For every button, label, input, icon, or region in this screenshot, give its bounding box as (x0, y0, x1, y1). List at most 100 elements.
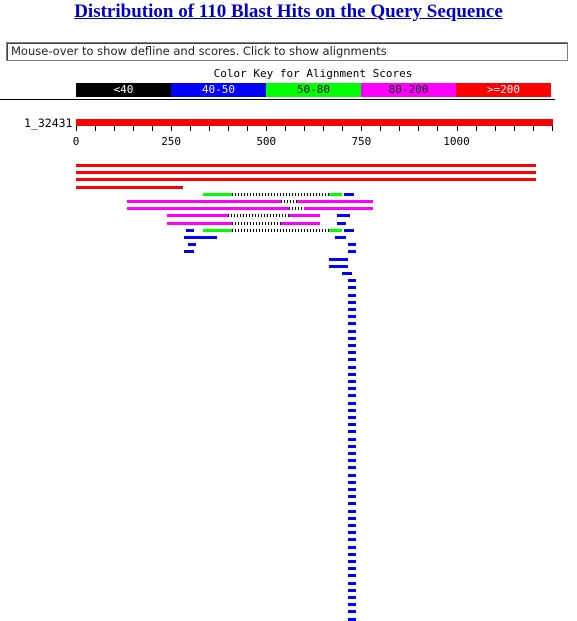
blast-hit-segment[interactable] (76, 164, 537, 167)
scale-tick (247, 126, 249, 131)
blast-hit-segment[interactable] (348, 481, 356, 484)
scale-label-250: 250 (161, 135, 182, 148)
page-title: Distribution of 110 Blast Hits on the Qu… (74, 1, 503, 22)
blast-hit-segment[interactable] (296, 200, 373, 203)
blast-hit-segment[interactable] (348, 366, 356, 369)
blast-hit-segment[interactable] (348, 560, 356, 563)
blast-hit-segment[interactable] (281, 222, 320, 225)
alignment-gap (228, 214, 290, 217)
blast-hit-segment[interactable] (203, 229, 232, 232)
blast-hit-segment[interactable] (348, 510, 356, 513)
blast-hit-segment[interactable] (203, 193, 232, 196)
scale-tick (532, 126, 534, 131)
color-key-title: Color Key for Alignment Scores (213, 67, 413, 80)
blast-hit-segment[interactable] (348, 409, 356, 412)
blast-hit-segment[interactable] (334, 236, 347, 239)
blast-hit-segment[interactable] (348, 337, 356, 340)
blast-hit-segment[interactable] (344, 229, 354, 232)
blast-hit-segment[interactable] (127, 200, 282, 203)
blast-hit-segment[interactable] (344, 193, 354, 196)
blast-hit-segment[interactable] (348, 531, 356, 534)
scale-tick (228, 126, 230, 131)
scale-tick (380, 126, 382, 131)
blast-hit-segment[interactable] (348, 301, 356, 304)
blast-hit-segment[interactable] (348, 488, 356, 491)
blast-hit-segment[interactable] (348, 416, 356, 419)
blast-hit-segment[interactable] (348, 243, 356, 246)
blast-hit-segment[interactable] (348, 574, 356, 577)
blast-hit-segment[interactable] (348, 589, 356, 592)
blast-hit-segment[interactable] (348, 517, 356, 520)
blast-hit-segment[interactable] (348, 502, 356, 505)
blast-hit-segment[interactable] (348, 322, 356, 325)
blast-hit-segment[interactable] (348, 582, 356, 585)
blast-hit-segment[interactable] (348, 546, 356, 549)
color-key-segment-lt40: <40 (76, 83, 171, 97)
blast-hit-segment[interactable] (348, 286, 356, 289)
blast-hit-segment[interactable] (348, 423, 356, 426)
blast-hit-segment[interactable] (348, 380, 356, 383)
scale-tick (209, 126, 211, 131)
color-key-legend: <40 40-50 50-80 80-200 >=200 (76, 83, 551, 97)
blast-hit-segment[interactable] (342, 272, 352, 275)
blast-hit-segment[interactable] (348, 394, 356, 397)
blast-hit-segment[interactable] (167, 214, 229, 217)
blast-hit-segment[interactable] (348, 430, 356, 433)
color-key-segment-50-80: 50-80 (266, 83, 361, 97)
mouseover-info-box[interactable]: Mouse-over to show defline and scores. C… (6, 42, 568, 61)
blast-hit-segment[interactable] (186, 229, 194, 232)
blast-hit-segment[interactable] (348, 466, 356, 469)
blast-hit-segment[interactable] (348, 315, 356, 318)
blast-hit-segment[interactable] (348, 308, 356, 311)
blast-hit-segment[interactable] (348, 330, 356, 333)
blast-hit-segment[interactable] (348, 344, 356, 347)
blast-hit-segment[interactable] (329, 258, 349, 261)
alignment-gap (289, 207, 305, 210)
blast-hit-segment[interactable] (348, 373, 356, 376)
blast-hit-segment[interactable] (76, 186, 183, 189)
scale-tick (551, 126, 553, 131)
blast-hit-segment[interactable] (76, 178, 537, 181)
scale-tick (437, 126, 439, 131)
blast-hit-segment[interactable] (348, 445, 356, 448)
scale-tick (266, 126, 268, 131)
scale-tick (399, 126, 401, 131)
blast-hit-segment[interactable] (348, 294, 356, 297)
blast-hit-segment[interactable] (348, 474, 356, 477)
blast-hit-segment[interactable] (348, 610, 356, 613)
color-key-segment-40-50: 40-50 (171, 83, 266, 97)
blast-hit-segment[interactable] (289, 214, 320, 217)
blast-hit-segment[interactable] (348, 438, 356, 441)
blast-hit-segment[interactable] (167, 222, 232, 225)
blast-hit-segment[interactable] (184, 250, 194, 253)
blast-hit-segment[interactable] (188, 243, 196, 246)
blast-hit-segment[interactable] (348, 351, 356, 354)
blast-hit-segment[interactable] (348, 538, 356, 541)
scale-label-750: 750 (351, 135, 372, 148)
blast-hit-segment[interactable] (336, 222, 347, 225)
blast-hit-segment[interactable] (184, 236, 217, 239)
blast-hit-segment[interactable] (348, 524, 356, 527)
blast-hit-segment[interactable] (76, 171, 537, 174)
blast-hit-segment[interactable] (348, 567, 356, 570)
blast-hit-segment[interactable] (348, 459, 356, 462)
blast-hit-segment[interactable] (304, 207, 373, 210)
blast-hit-segment[interactable] (127, 207, 290, 210)
blast-hit-segment[interactable] (348, 452, 356, 455)
blast-hit-segment[interactable] (348, 402, 356, 405)
blast-hit-segment[interactable] (336, 214, 350, 217)
blast-hit-segment[interactable] (348, 358, 356, 361)
blast-hit-segment[interactable] (348, 279, 356, 282)
blast-hit-segment[interactable] (348, 603, 356, 606)
blast-hit-segment[interactable] (329, 265, 349, 268)
blast-hit-segment[interactable] (348, 387, 356, 390)
blast-hit-segment[interactable] (329, 193, 343, 196)
alignment-gap (232, 222, 282, 225)
blast-hit-segment[interactable] (348, 250, 356, 253)
scale-label-1000: 1000 (443, 135, 470, 148)
scale-tick (361, 126, 363, 131)
blast-hit-segment[interactable] (329, 229, 343, 232)
blast-hit-segment[interactable] (348, 596, 356, 599)
blast-hit-segment[interactable] (348, 495, 356, 498)
blast-hit-segment[interactable] (348, 553, 356, 556)
